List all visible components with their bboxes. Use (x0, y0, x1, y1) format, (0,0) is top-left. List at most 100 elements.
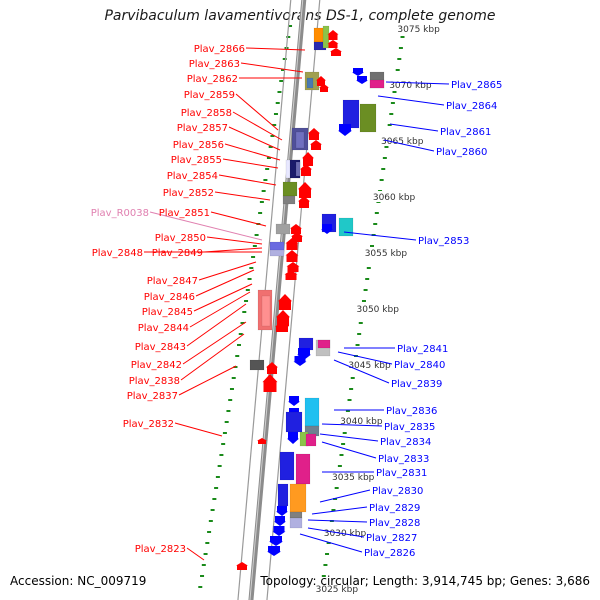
scale-label-bg (338, 415, 389, 426)
gene-label: Plav_2835 (384, 422, 435, 433)
forward-gene-arrow (298, 182, 312, 198)
left-tick-dot (273, 113, 278, 115)
left-tick-dot (235, 355, 240, 357)
gene-label: Plav_2840 (394, 360, 445, 371)
right-tick-dot (366, 267, 371, 269)
gene-label: Plav_2849 (152, 248, 203, 259)
label-leader-line (307, 519, 368, 523)
scale-label-bg (313, 583, 364, 594)
left-tick-dot (228, 399, 233, 401)
left-tick-dot (226, 410, 231, 412)
gene-block (338, 217, 354, 237)
left-tick-dot (272, 124, 277, 126)
gene-block (275, 223, 291, 235)
gene-label: Plav_2862 (187, 74, 238, 85)
scale-label-bg (321, 527, 372, 538)
scale-label: 3070 kbp (389, 81, 432, 91)
scale-label-bg (354, 303, 405, 314)
left-tick-dot (263, 179, 268, 181)
forward-gene-arrow (327, 40, 339, 48)
right-tick-dot (339, 454, 344, 456)
left-tick-dot (286, 36, 291, 38)
left-tick-dot (265, 168, 270, 170)
left-tick-dot (231, 377, 236, 379)
right-tick-dot (390, 102, 395, 104)
gene-block (279, 451, 295, 481)
label-leader-line (189, 291, 251, 328)
gene-label: Plav_2836 (386, 406, 437, 417)
left-tick-dot (201, 564, 206, 566)
forward-gene-arrow (290, 224, 302, 234)
right-tick-dot (341, 443, 346, 445)
gene-label: Plav_2846 (144, 292, 195, 303)
gene-label: Plav_2838 (129, 376, 180, 387)
gene-block (261, 295, 271, 327)
scale-label-bg (362, 247, 413, 258)
gene-label: Plav_2845 (142, 307, 193, 318)
gene-label: Plav_2833 (378, 454, 429, 465)
label-leader-line (321, 423, 383, 427)
accession-text: Accession: NC_009719 (10, 574, 147, 588)
left-tick-dot (279, 80, 284, 82)
right-tick-dot (347, 399, 352, 401)
gene-label: Plav_2847 (147, 276, 198, 287)
label-leader-line (321, 441, 377, 459)
left-tick-dot (258, 212, 263, 214)
left-tick-dot (237, 344, 241, 346)
left-tick-dot (212, 498, 217, 500)
right-tick-dot (337, 465, 342, 467)
gene-label: Plav_2859 (184, 90, 235, 101)
reverse-gene-arrow (288, 396, 300, 406)
left-tick-dot (207, 531, 212, 533)
right-tick-dot (395, 69, 400, 71)
label-leader-line (389, 123, 439, 132)
label-leader-line (182, 321, 247, 365)
label-leader-line (214, 191, 271, 201)
label-leader-line (218, 174, 277, 186)
label-leader-line (224, 143, 281, 161)
reverse-gene-arrow (321, 224, 333, 234)
right-tick-dot (350, 377, 355, 379)
scale-label: 3060 kbp (373, 193, 416, 203)
gene-block (304, 397, 320, 427)
left-tick-dot (238, 333, 243, 335)
forward-gene-arrow (291, 232, 303, 242)
left-tick-dot (222, 432, 227, 434)
forward-gene-arrow (286, 262, 300, 272)
forward-gene-arrow (330, 48, 342, 56)
right-tick-dot (387, 124, 392, 126)
reverse-gene-arrow (272, 526, 286, 536)
left-tick-dot (249, 267, 254, 269)
gene-block (277, 483, 289, 507)
gene-label: Plav_2834 (380, 437, 431, 448)
scale-label-bg (329, 471, 380, 482)
gene-label: Plav_2860 (436, 147, 487, 158)
forward-gene-arrow (300, 164, 312, 176)
gene-label: Plav_2830 (372, 486, 423, 497)
label-leader-line (203, 247, 263, 253)
scale-label: 3035 kbp (332, 473, 375, 483)
left-tick-dot (268, 146, 273, 148)
gene-label: Plav_2850 (155, 233, 206, 244)
left-tick-dot (252, 245, 257, 247)
gene-label: Plav_2826 (364, 548, 415, 559)
gene-label: Plav_2839 (391, 379, 442, 390)
label-leader-line (186, 547, 205, 561)
reverse-gene-arrow (267, 546, 281, 556)
gene-block (317, 339, 331, 349)
left-tick-dot (215, 476, 220, 478)
forward-gene-arrow (302, 152, 314, 166)
right-tick-dot (345, 410, 350, 412)
right-tick-dot (382, 157, 387, 159)
left-tick-dot (221, 443, 226, 445)
label-leader-line (232, 111, 283, 141)
gene-block (295, 131, 305, 149)
label-leader-line (174, 422, 223, 437)
forward-gene-arrow (327, 30, 339, 40)
scale-label: 3065 kbp (381, 137, 424, 147)
left-tick-dot (200, 575, 205, 577)
left-tick-dot (217, 465, 222, 467)
left-tick-dot (219, 454, 224, 456)
gene-label: Plav_2866 (194, 44, 245, 55)
